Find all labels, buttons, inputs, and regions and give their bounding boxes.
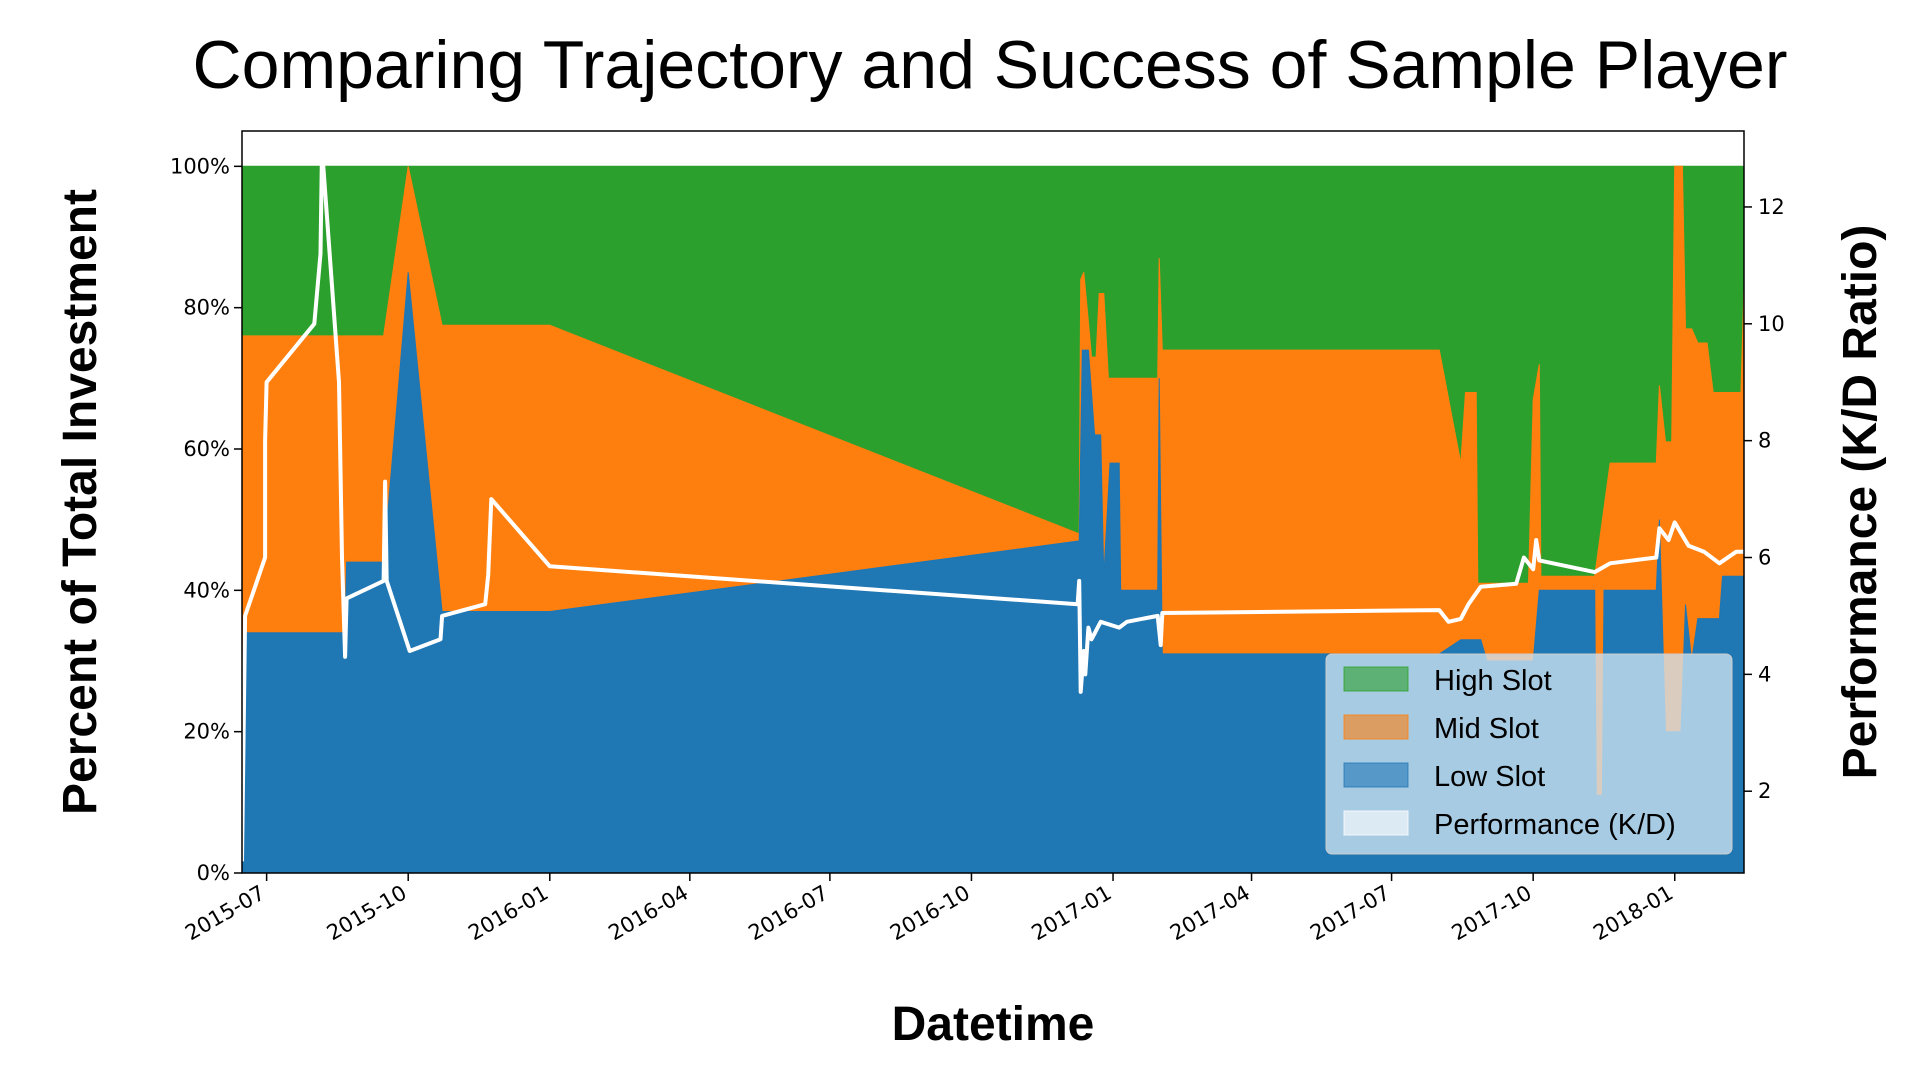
legend-label-high-slot: High Slot [1434,665,1552,697]
legend-swatch-high-slot [1343,666,1409,692]
x-tick-label: 2016-01 [464,881,552,946]
x-tick-label: 2017-04 [1166,881,1254,946]
y2-tick-label: 6 [1758,546,1771,570]
x-axis: 2015-07 2015-10 2016-01 2016-04 2016-07 2016-… [181,873,1677,945]
plot-frame [241,130,1745,874]
y-axis-right: 2 4 6 8 10 12 [1744,195,1785,803]
legend-label-performance: Performance (K/D) [1434,809,1676,841]
y-tick-label: 60% [183,437,230,461]
y2-tick-label: 2 [1758,779,1771,803]
y2-tick-label: 10 [1758,312,1785,336]
y-tick-label: 0% [197,861,230,885]
performance-line [240,146,1744,862]
chart-title: Comparing Trajectory and Success of Samp… [193,27,1788,103]
x-tick-label: 2015-10 [323,881,411,946]
legend-swatch-low-slot [1343,762,1409,788]
y-tick-label: 20% [183,720,230,744]
y-axis-label: Percent of Total Investment [54,189,107,815]
x-axis-label: Datetime [892,998,1095,1051]
legend: High Slot Mid Slot Low Slot Performance … [1325,653,1733,855]
legend-label-low-slot: Low Slot [1434,761,1545,793]
y-tick-label: 40% [183,578,230,602]
x-tick-label: 2017-07 [1306,881,1394,946]
x-tick-label: 2016-10 [886,881,974,946]
legend-swatch-mid-slot [1343,714,1409,740]
y2-tick-label: 12 [1758,195,1785,219]
x-tick-label: 2017-01 [1028,881,1116,946]
y-tick-label: 80% [183,296,230,320]
y2-tick-label: 8 [1758,429,1771,453]
legend-box [1325,653,1733,855]
x-tick-label: 2015-07 [181,881,269,946]
x-tick-label: 2016-04 [604,881,692,946]
legend-swatch-performance [1343,810,1409,836]
legend-label-mid-slot: Mid Slot [1434,713,1539,745]
y2-axis-label: Performance (K/D Ratio) [1834,225,1887,780]
x-tick-label: 2018-01 [1589,881,1677,946]
x-tick-label: 2016-07 [744,881,832,946]
y2-tick-label: 4 [1758,662,1771,686]
x-tick-label: 2017-10 [1448,881,1536,946]
y-axis-left: 0% 20% 40% 60% 80% 100% [170,154,242,885]
y-tick-label: 100% [170,154,230,178]
